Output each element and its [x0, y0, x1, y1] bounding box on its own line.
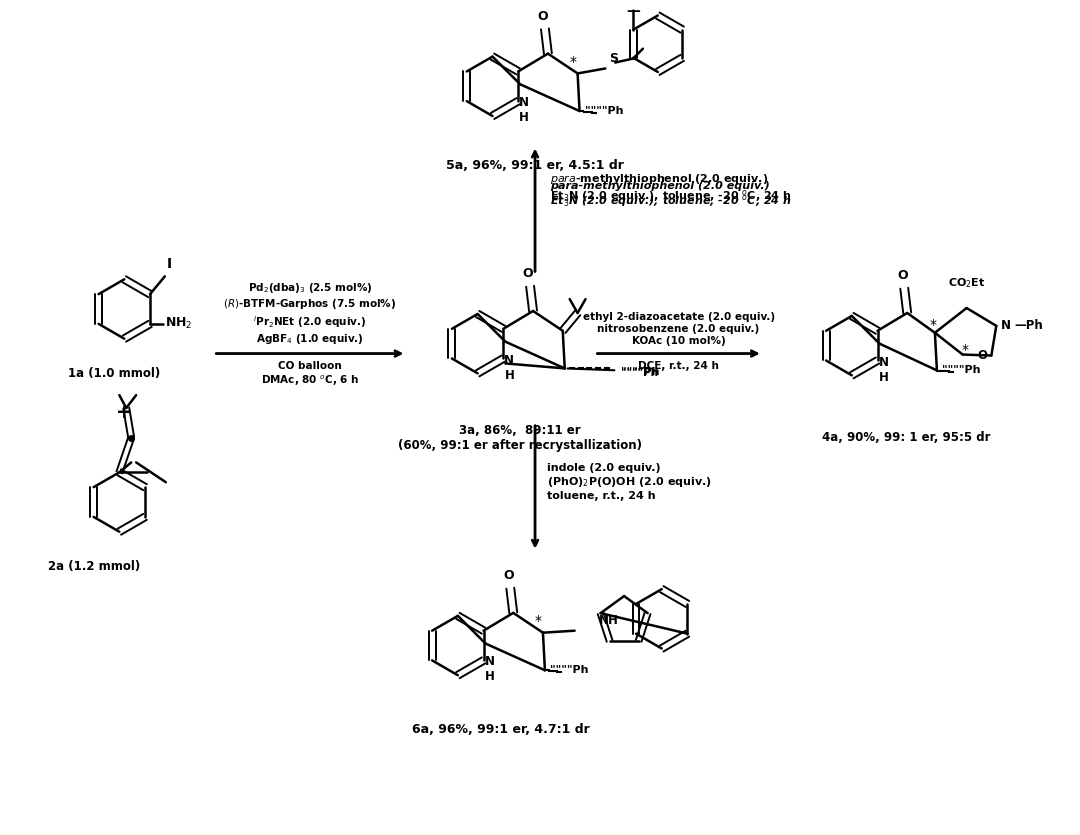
Text: O: O: [977, 349, 987, 362]
Text: indole (2.0 equiv.)
(PhO)$_2$P(O)OH (2.0 equiv.)
toluene, r.t., 24 h: indole (2.0 equiv.) (PhO)$_2$P(O)OH (2.0…: [546, 463, 712, 501]
Text: 1a (1.0 mmol): 1a (1.0 mmol): [68, 367, 161, 380]
Text: O: O: [523, 267, 534, 281]
Text: CO$_2$Et: CO$_2$Et: [948, 276, 985, 291]
Text: CO balloon
DMAc, 80 $^o$C, 6 h: CO balloon DMAc, 80 $^o$C, 6 h: [260, 362, 359, 388]
Text: *: *: [535, 614, 541, 628]
Text: Pd$_2$(dba)$_3$ (2.5 mol%)
$(R)$-BTFM-Garphos (7.5 mol%)
$^i$Pr$_2$NEt (2.0 equi: Pd$_2$(dba)$_3$ (2.5 mol%) $(R)$-BTFM-Ga…: [224, 281, 396, 346]
Text: """"Ph: """"Ph: [621, 368, 658, 378]
Text: DCE, r.t., 24 h: DCE, r.t., 24 h: [638, 362, 719, 372]
Text: """"Ph: """"Ph: [942, 366, 981, 376]
Text: N
H: N H: [519, 96, 529, 124]
Text: ethyl 2-diazoacetate (2.0 equiv.)
nitrosobenzene (2.0 equiv.)
KOAc (10 mol%): ethyl 2-diazoacetate (2.0 equiv.) nitros…: [582, 312, 774, 346]
Text: *: *: [930, 318, 936, 331]
Text: O: O: [503, 569, 514, 582]
Text: 2a (1.2 mmol): 2a (1.2 mmol): [49, 559, 140, 573]
Text: NH: NH: [599, 614, 619, 627]
Text: N
H: N H: [485, 655, 495, 683]
Text: 5a, 96%, 99:1 er, 4.5:1 dr: 5a, 96%, 99:1 er, 4.5:1 dr: [446, 159, 624, 172]
Text: N
H: N H: [878, 356, 889, 383]
Text: *: *: [961, 342, 968, 357]
Text: """"Ph: """"Ph: [621, 367, 660, 377]
Text: 4a, 90%, 99: 1 er, 95:5 dr: 4a, 90%, 99: 1 er, 95:5 dr: [822, 431, 990, 444]
Text: —Ph: —Ph: [1014, 319, 1043, 332]
Text: N: N: [1001, 319, 1011, 332]
Text: 6a, 96%, 99:1 er, 4.7:1 dr: 6a, 96%, 99:1 er, 4.7:1 dr: [411, 723, 590, 736]
Text: para-methylthiophenol (2.0 equiv.)
Et$_3$N (2.0 equiv.), toluene, -20 $^o$C, 24 : para-methylthiophenol (2.0 equiv.) Et$_3…: [550, 181, 792, 210]
Text: 3a, 86%,  89:11 er
(60%, 99:1 er after recrystallization): 3a, 86%, 89:11 er (60%, 99:1 er after re…: [399, 423, 643, 452]
Text: N
H: N H: [504, 353, 514, 382]
Text: *: *: [569, 54, 576, 68]
Text: S: S: [609, 52, 618, 64]
Text: O: O: [538, 10, 549, 23]
Text: $\it{para}$-methylthiophenol (2.0 equiv.)
Et$_3$N (2.0 equiv.), toluene, -20 $^o: $\it{para}$-methylthiophenol (2.0 equiv.…: [550, 172, 792, 205]
Text: —: —: [626, 3, 640, 18]
Text: +: +: [116, 403, 133, 423]
Text: NH$_2$: NH$_2$: [165, 316, 192, 331]
Text: """"Ph: """"Ph: [584, 106, 623, 116]
Text: O: O: [897, 269, 907, 282]
Text: I: I: [166, 257, 172, 271]
Text: """"Ph: """"Ph: [550, 665, 589, 676]
